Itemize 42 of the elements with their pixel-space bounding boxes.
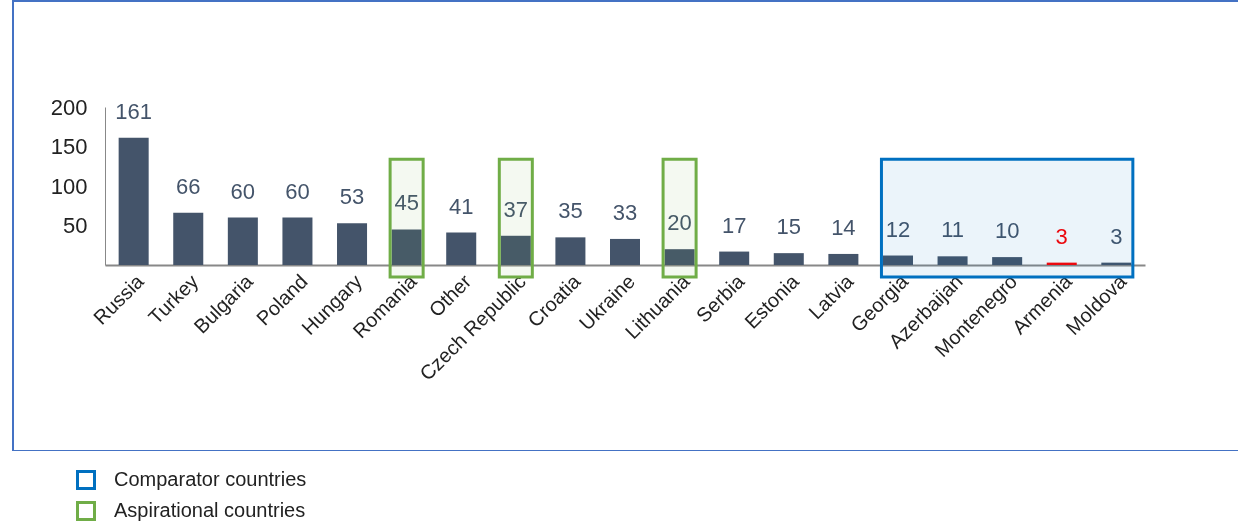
legend-label: Comparator countries <box>114 468 307 491</box>
data-label: 37 <box>503 196 529 222</box>
data-label: 35 <box>558 198 583 224</box>
bar <box>227 217 258 265</box>
data-label: 17 <box>721 212 747 238</box>
data-label: 66 <box>176 173 201 199</box>
data-label: 10 <box>994 218 1020 244</box>
data-label: 60 <box>230 178 256 204</box>
bar <box>609 238 641 265</box>
data-label: 11 <box>941 217 964 243</box>
y-tick-label: 150 <box>50 134 88 159</box>
data-label: 15 <box>776 214 802 240</box>
bar <box>773 253 804 265</box>
data-label: 14 <box>831 214 856 240</box>
data-label: 20 <box>667 210 692 236</box>
bar <box>937 256 968 265</box>
data-label: 3 <box>1055 223 1068 249</box>
bar <box>118 137 149 265</box>
bar <box>173 212 204 265</box>
bar <box>446 232 477 265</box>
data-label: 41 <box>448 193 474 219</box>
legend-label: Aspirational countries <box>114 499 306 522</box>
bar <box>664 249 695 265</box>
bar <box>882 255 913 265</box>
y-tick-label: 100 <box>50 173 88 199</box>
bar <box>828 253 859 265</box>
bar <box>391 229 422 265</box>
data-label: 33 <box>612 199 638 225</box>
data-label: 161 <box>115 98 153 124</box>
bar <box>282 217 313 265</box>
data-label: 53 <box>339 184 365 210</box>
data-label: 45 <box>394 190 419 216</box>
data-label: 3 <box>1110 223 1123 249</box>
data-label: 12 <box>885 216 911 242</box>
bar <box>992 257 1023 265</box>
bar <box>500 235 531 265</box>
data-label: 60 <box>285 178 310 204</box>
y-tick-label: 50 <box>63 213 88 238</box>
bar <box>719 251 750 265</box>
bar <box>337 223 368 265</box>
bar <box>555 237 586 265</box>
y-tick-label: 200 <box>50 94 88 120</box>
